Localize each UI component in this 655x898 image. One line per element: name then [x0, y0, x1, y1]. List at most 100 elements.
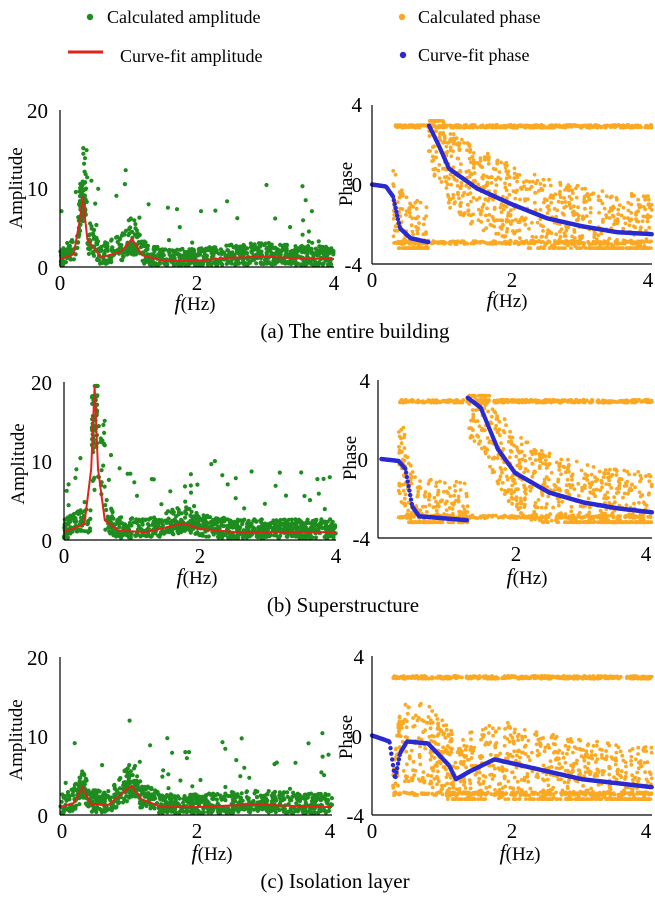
ph-a-calc-point	[613, 218, 618, 223]
amp-b-calc-point	[123, 522, 128, 527]
ph-b-calc-point	[576, 481, 581, 486]
amp-b-calc-point	[102, 418, 107, 423]
ph-a-calc-point	[471, 212, 476, 217]
ph-a-fit-point	[396, 220, 402, 226]
ph-a-calc-point	[457, 147, 462, 152]
ph-a-calc-point	[498, 218, 503, 223]
amp-a-calc-point	[213, 245, 218, 250]
amp-a-calc-point	[288, 249, 293, 254]
ph-a-calc-point	[570, 188, 575, 193]
ph-b-calc-point	[416, 489, 421, 494]
amp-b-calc-point	[289, 534, 295, 539]
ph-a-calc-point	[504, 230, 509, 234]
ph-b-calc-point	[515, 463, 520, 468]
ph-b-calc-point	[497, 419, 502, 424]
ph-a-calc-point	[495, 161, 500, 166]
amp-a-calc-point	[201, 254, 206, 259]
ph-a-calc-point	[471, 158, 476, 163]
ph-a-xtick-4: 4	[643, 268, 654, 292]
ph-a-calc-point	[422, 216, 427, 221]
ph-a-calc-point	[459, 162, 463, 167]
ph-a-calc-point	[393, 172, 398, 177]
ph-b-calc-point	[587, 481, 592, 486]
ph-b-calc-point	[580, 488, 584, 493]
amp-a-calc-point	[300, 232, 305, 237]
amp-b-calc-point	[221, 515, 226, 521]
ph-b-calc-point	[518, 496, 523, 501]
ph-a-calc-point	[448, 123, 452, 128]
ph-a-calc-point	[444, 179, 448, 184]
ph-b-calc-point	[522, 505, 527, 509]
amp-b-calc-point	[321, 476, 326, 481]
phase-chart-a: 4 0 -4 0 2 4 Phase f(Hz)	[336, 93, 654, 312]
ph-a-calc-point	[434, 155, 438, 160]
ph-a-calc-point	[597, 210, 601, 215]
ph-a-calc-point	[409, 223, 414, 228]
amp-b-calc-point	[209, 462, 214, 467]
amp-a-calc-point	[70, 239, 75, 244]
amp-a-calc-point	[87, 247, 92, 252]
ph-a-calc-point	[644, 239, 649, 244]
amp-b-calc-point	[174, 514, 179, 519]
ph-b-calc-point	[522, 453, 527, 458]
ph-a-calc-point	[414, 224, 418, 229]
amp-b-peak-point	[180, 528, 185, 533]
ph-a-calc-point	[636, 209, 640, 214]
ph-a-calc-point	[459, 180, 464, 185]
amp-b-calc-point	[252, 526, 257, 531]
ph-a-calc-point	[622, 125, 626, 129]
amp-b-calc-point	[119, 515, 124, 520]
ph-a-ytick-4: 4	[352, 93, 363, 117]
ph-b-calc-point	[410, 470, 415, 474]
ph-a-calc-point	[393, 240, 398, 245]
ph-a-calc-point	[467, 186, 472, 190]
amp-a-calc-point	[211, 253, 216, 258]
ph-a-calc-point	[393, 124, 398, 128]
ph-b-calc-point	[560, 499, 565, 504]
amp-a-calc-point	[293, 244, 298, 249]
amp-b-calc-point	[66, 503, 71, 508]
amp-b-calc-point	[273, 523, 278, 528]
ph-a-calc-point	[443, 241, 447, 246]
amp-a-calc-point	[286, 253, 291, 258]
amp-a-calc-point	[240, 260, 245, 265]
amp-b-calc-point	[206, 534, 211, 539]
amp-a-calc-point	[96, 186, 101, 191]
ph-a-calc-point	[400, 193, 405, 198]
ph-a-calc-point	[486, 218, 490, 223]
amp-a-calc-point	[283, 252, 288, 257]
ph-a-calc-point	[529, 184, 534, 189]
ph-a-calc-point	[517, 241, 522, 246]
ph-b-calc-point	[583, 398, 588, 403]
ph-a-calc-point	[596, 233, 601, 238]
ph-a-calc-point	[476, 218, 481, 223]
ph-a-calc-point	[585, 192, 590, 196]
ph-b-calc-point	[501, 447, 506, 451]
ph-a-calc-point	[639, 225, 643, 230]
ph-a-calc-point	[549, 231, 554, 236]
ph-a-calc-point	[594, 238, 599, 243]
amp-b-calc-point	[289, 522, 294, 527]
amp-a-ylabel: Amplitude	[6, 147, 27, 228]
ph-a-calc-point	[424, 214, 429, 219]
ph-a-calc-point	[649, 246, 653, 251]
ph-a-calc-point	[477, 196, 482, 200]
amp-a-peak-point	[128, 251, 133, 256]
amp-a-calc-point	[284, 242, 289, 247]
ph-a-calc-point	[448, 145, 453, 150]
amp-a-calc-point	[163, 247, 168, 252]
ph-a-calc-point	[646, 194, 650, 199]
ph-a-calc-point	[457, 144, 461, 148]
ph-a-calc-point	[564, 204, 568, 209]
ph-a-calc-point	[460, 193, 465, 198]
ph-a-calc-point	[397, 195, 402, 200]
ph-a-calc-point	[632, 241, 637, 246]
ph-b-calc-point	[579, 468, 584, 473]
amp-a-calc-point	[172, 262, 177, 267]
amp-b-calc-point	[195, 482, 200, 487]
ph-a-calc-point	[537, 239, 541, 243]
ph-b-calc-point	[559, 457, 564, 462]
amp-b-calc-point	[155, 520, 160, 526]
ph-b-calc-point	[626, 491, 630, 496]
amp-b-calc-point	[249, 532, 254, 537]
